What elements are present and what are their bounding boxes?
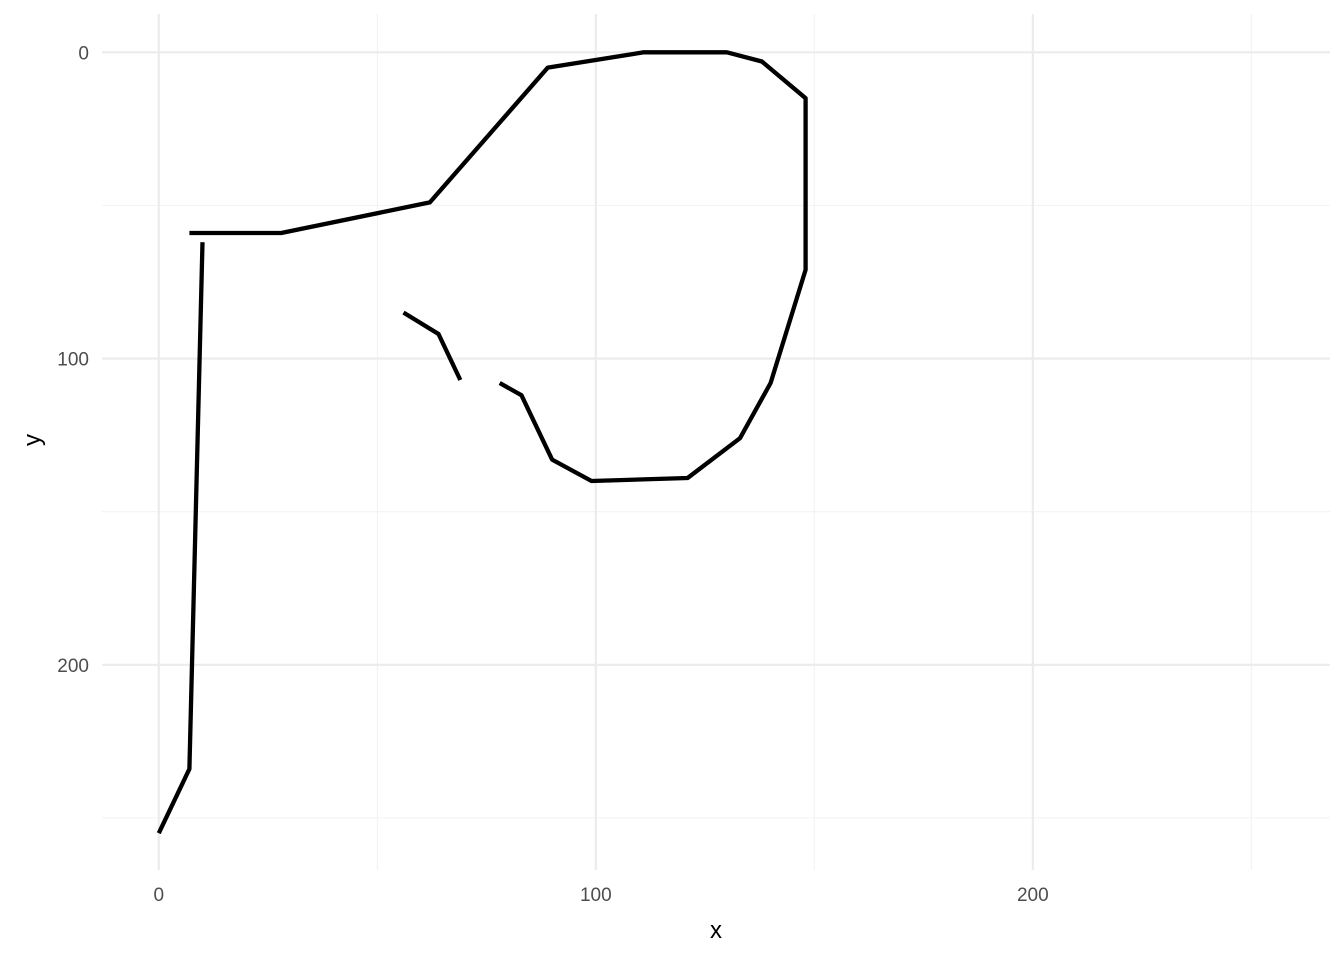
series-line-3 xyxy=(402,310,463,381)
x-tick-label: 200 xyxy=(1017,885,1049,906)
x-axis-tick-labels: 0 100 200 xyxy=(154,885,1049,906)
series-layer xyxy=(156,50,808,835)
y-tick-label: 0 xyxy=(78,43,89,64)
x-axis-title: x xyxy=(710,917,722,944)
y-axis-tick-labels: 0 100 200 xyxy=(57,43,89,677)
minor-gridlines xyxy=(102,14,1330,870)
series-line-2 xyxy=(189,50,808,484)
major-gridlines xyxy=(102,14,1330,870)
y-tick-label: 100 xyxy=(57,350,89,371)
y-axis-title: y xyxy=(19,434,46,446)
x-tick-label: 0 xyxy=(154,885,165,906)
series-line-1 xyxy=(156,242,205,835)
y-tick-label: 200 xyxy=(57,656,89,677)
x-tick-label: 100 xyxy=(580,885,612,906)
